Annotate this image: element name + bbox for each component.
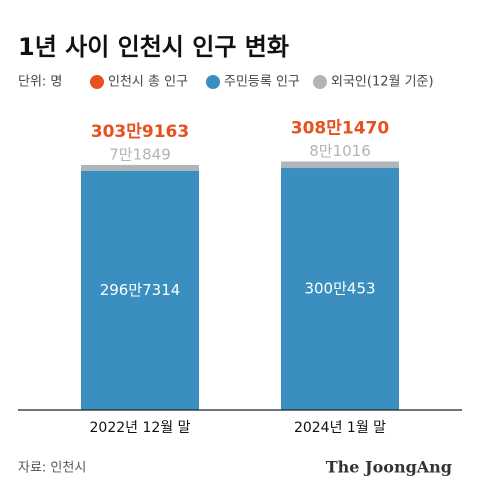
value-label: 7만1849 (109, 145, 171, 163)
bar-segment (81, 170, 199, 410)
legend-label: 인천시 총 인구 (108, 75, 188, 90)
value-label: 300만453 (304, 280, 375, 298)
x-tick-label: 2022년 12월 말 (90, 420, 191, 436)
legend-swatch (206, 75, 220, 89)
x-tick-label: 2024년 1월 말 (294, 420, 386, 436)
unit-label: 단위: 명 (18, 75, 62, 90)
legend-swatch (313, 75, 327, 89)
bar-segment (81, 164, 199, 171)
brand: The JoongAng (326, 458, 452, 477)
bar-segment (281, 161, 399, 169)
value-label: 8만1016 (309, 142, 371, 160)
value-label: 296만7314 (100, 281, 181, 299)
chart-title: 1년 사이 인천시 인구 변화 (18, 33, 289, 61)
legend-label: 외국인(12월 기준) (331, 75, 434, 90)
legend-swatch (90, 75, 104, 89)
legend-label: 주민등록 인구 (224, 75, 300, 90)
total-label: 308만1470 (291, 118, 390, 138)
bar-segment (281, 168, 399, 410)
source: 자료: 인천시 (18, 461, 86, 476)
total-label: 303만9163 (91, 122, 189, 142)
